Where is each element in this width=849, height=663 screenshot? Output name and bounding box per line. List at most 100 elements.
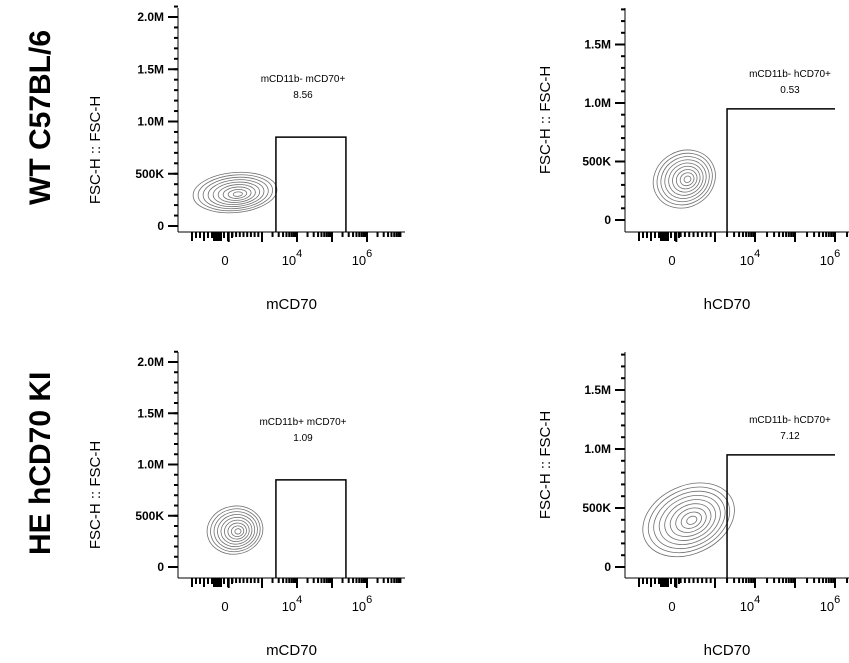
y-tick-label: 500K: [582, 501, 611, 515]
contour-line: [206, 505, 264, 555]
tick-exponent: 6: [834, 594, 840, 606]
y-axis-label: FSC-H :: FSC-H: [87, 441, 104, 549]
y-tick-label: 500K: [135, 167, 164, 181]
tick-base: 10: [352, 599, 366, 614]
y-tick-label: 1.0M: [584, 96, 611, 110]
gate-name: mCD11b- hCD70+: [749, 69, 831, 80]
contour-line: [192, 171, 278, 214]
contour-line: [668, 162, 704, 196]
contour-line: [212, 181, 261, 205]
x-zero-marker: [213, 232, 222, 241]
tick-exponent: 6: [366, 248, 372, 260]
x-axis-label: mCD70: [266, 642, 317, 659]
tick-base: 10: [820, 253, 834, 268]
contour-line: [658, 494, 721, 545]
gate-rectangle: [275, 479, 347, 578]
tick-exponent: 4: [754, 594, 760, 606]
y-tick-label: 2.0M: [137, 355, 164, 369]
x-tick-label: 0: [668, 599, 675, 614]
gate-name: mCD11b- hCD70+: [749, 415, 831, 426]
contour-line: [647, 486, 731, 554]
contour-line: [679, 172, 695, 187]
tick-base: 10: [282, 599, 296, 614]
contour-line: [202, 176, 269, 210]
x-tick-label: 106: [352, 248, 373, 268]
x-zero-marker: [213, 578, 222, 587]
x-axis-label: hCD70: [704, 296, 751, 313]
tick-base: 0: [221, 253, 228, 268]
gate-name: mCD11b- mCD70+: [261, 74, 346, 85]
y-tick-label: 1.5M: [137, 406, 164, 420]
y-tick-label: 1.0M: [137, 458, 164, 472]
gate-percent: 1.09: [293, 433, 313, 444]
tick-base: 10: [820, 599, 834, 614]
contour-line: [197, 174, 273, 212]
tick-base: 0: [221, 599, 228, 614]
tick-exponent: 6: [834, 248, 840, 260]
contour-line: [227, 522, 247, 540]
contour-line: [234, 528, 242, 535]
contour-line: [217, 514, 256, 548]
contour-line: [217, 184, 256, 203]
x-zero-marker: [660, 578, 669, 587]
gate-percent: 0.53: [780, 85, 800, 96]
contour-line: [656, 152, 713, 206]
y-tick-label: 1.0M: [584, 442, 611, 456]
x-axis-label: hCD70: [704, 642, 751, 659]
contour-line: [669, 503, 712, 537]
contour-line: [664, 499, 717, 541]
x-tick-label: 104: [740, 248, 761, 268]
y-tick-label: 1.5M: [584, 383, 611, 397]
tick-exponent: 4: [754, 248, 760, 260]
gate-name: mCD11b+ mCD70+: [259, 417, 346, 428]
contour-line: [207, 179, 265, 208]
x-tick-label: 0: [221, 599, 228, 614]
x-tick-label: 104: [282, 594, 303, 614]
tick-base: 0: [668, 253, 675, 268]
y-tick-label: 0: [157, 560, 164, 574]
x-tick-label: 106: [820, 594, 841, 614]
contour-line: [660, 156, 710, 203]
y-tick-label: 1.5M: [584, 38, 611, 52]
tick-base: 10: [740, 599, 754, 614]
contour-line: [683, 175, 692, 183]
y-tick-label: 500K: [135, 509, 164, 523]
tick-base: 10: [740, 253, 754, 268]
contour-line: [213, 511, 258, 550]
tick-base: 0: [668, 599, 675, 614]
tick-exponent: 4: [296, 594, 302, 606]
contour-line: [675, 507, 707, 533]
tick-base: 10: [282, 253, 296, 268]
contour-line: [664, 159, 707, 199]
x-tick-label: 104: [740, 594, 761, 614]
gate-percent: 8.56: [293, 90, 313, 101]
y-tick-label: 500K: [582, 155, 611, 169]
contour-line: [232, 191, 243, 197]
contour-line: [642, 482, 735, 558]
y-tick-label: 0: [604, 213, 611, 227]
gate-rectangle: [275, 136, 347, 232]
gate-rectangle: [726, 108, 835, 232]
y-axis-label: FSC-H :: FSC-H: [87, 96, 104, 204]
x-tick-label: 106: [352, 594, 373, 614]
x-tick-label: 106: [820, 248, 841, 268]
y-tick-label: 1.0M: [137, 115, 164, 129]
contour-line: [680, 511, 702, 529]
y-axis-label: FSC-H :: FSC-H: [537, 411, 554, 519]
x-zero-marker: [660, 232, 669, 241]
tick-base: 10: [352, 253, 366, 268]
contour-line: [227, 189, 248, 199]
contour-line: [224, 519, 250, 543]
row-label-wt: WT C57BL/6: [24, 30, 57, 205]
y-axis-label: FSC-H :: FSC-H: [537, 66, 554, 174]
x-tick-label: 0: [221, 253, 228, 268]
y-tick-label: 0: [157, 219, 164, 233]
x-axis-label: mCD70: [266, 296, 317, 313]
contour-line: [675, 169, 698, 190]
tick-exponent: 4: [296, 248, 302, 260]
contour-line: [220, 516, 253, 545]
contour-line: [210, 508, 261, 553]
